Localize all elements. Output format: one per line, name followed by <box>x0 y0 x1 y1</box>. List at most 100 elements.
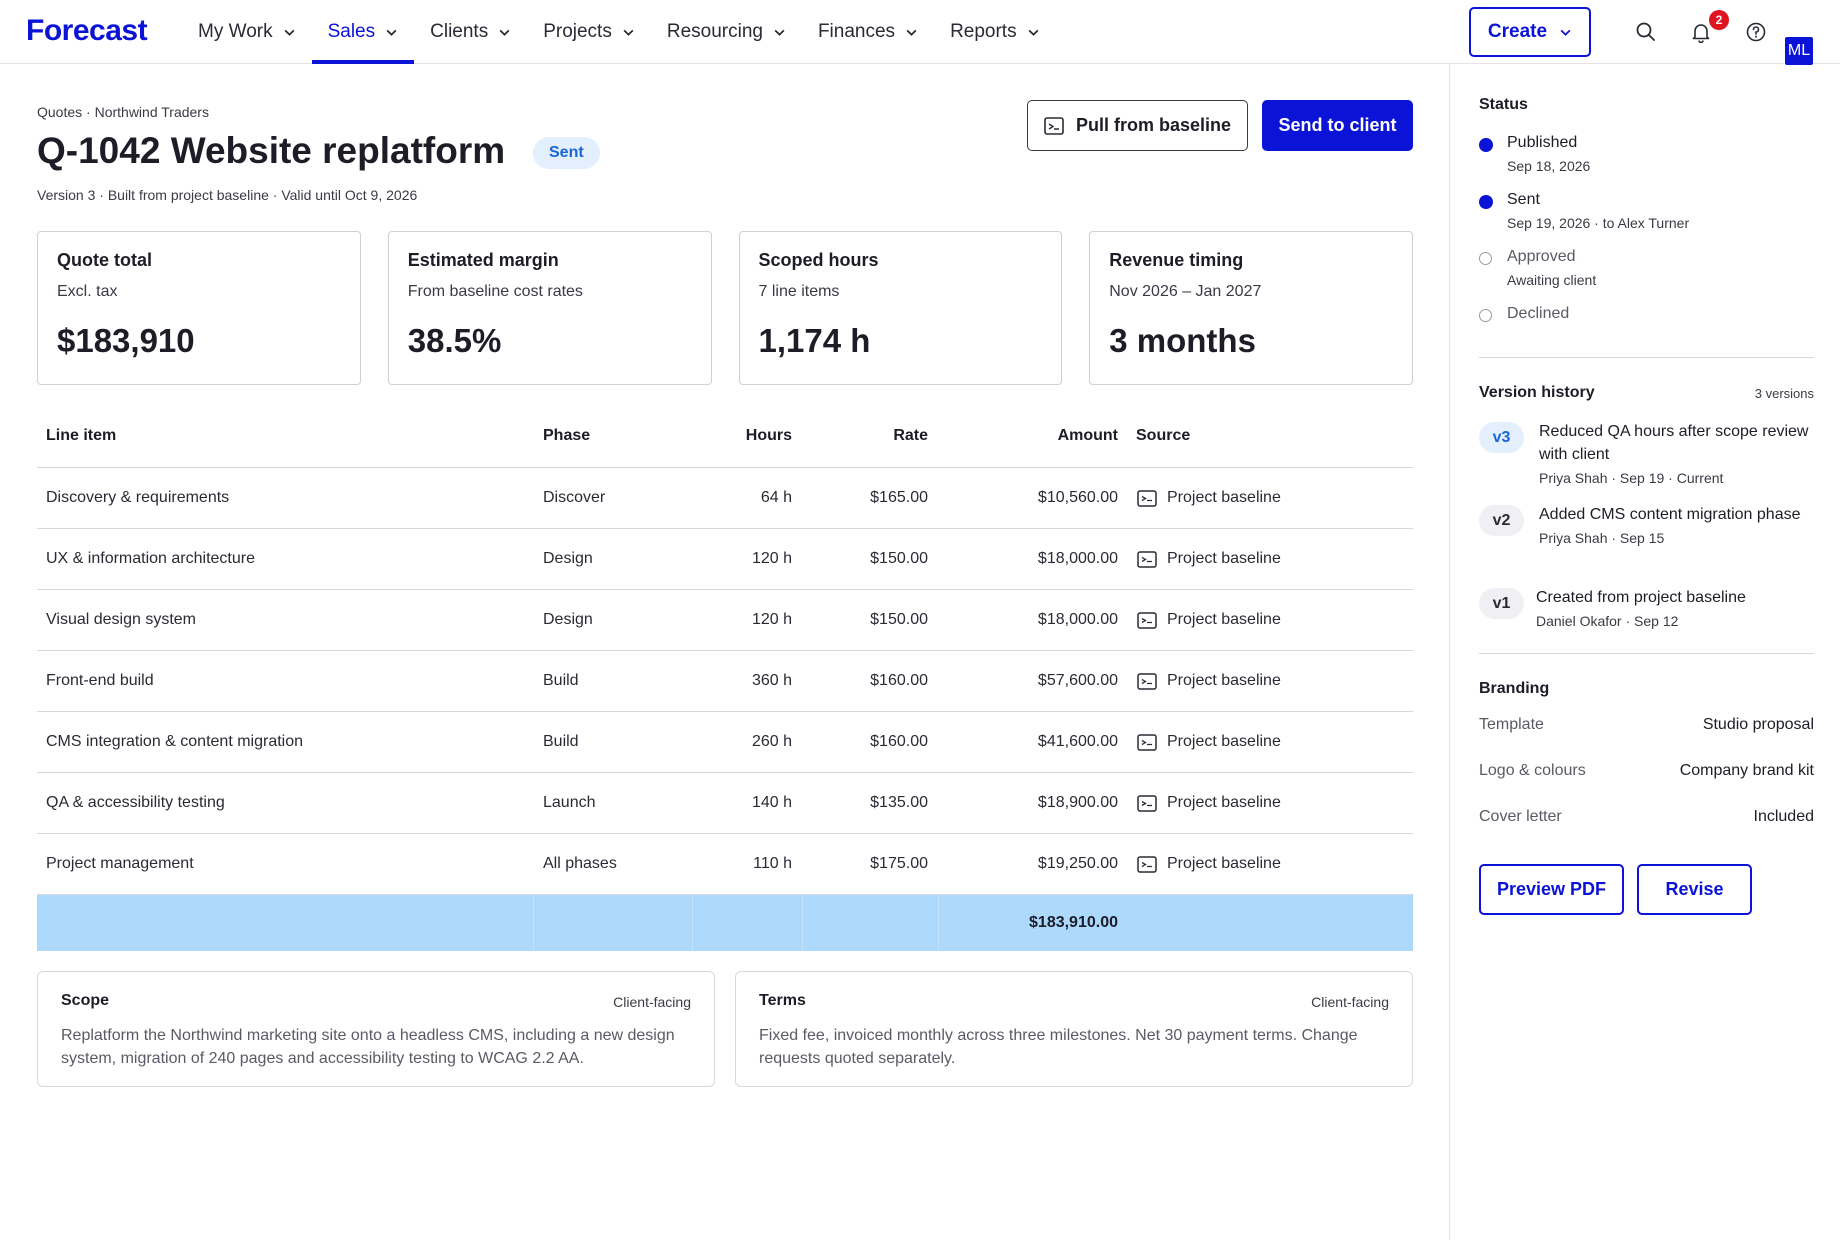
status-name: Approved <box>1507 248 1576 265</box>
nav-label: Projects <box>543 21 612 42</box>
chevron-down-icon <box>499 29 510 36</box>
col-amount[interactable]: Amount <box>1057 426 1118 444</box>
column-divider <box>802 895 803 951</box>
col-rate[interactable]: Rate <box>893 426 928 444</box>
cell-rate: $165.00 <box>870 489 928 506</box>
status-heading: Status <box>1479 96 1528 113</box>
col-line-item[interactable]: Line item <box>46 426 117 444</box>
user-avatar[interactable]: ML <box>1785 37 1813 65</box>
scope-card[interactable]: Scope Client-facing Replatform the North… <box>37 971 715 1087</box>
nav-label: Finances <box>817 21 896 42</box>
revise-button[interactable]: Revise <box>1637 864 1752 915</box>
cell-amount: $10,560.00 <box>1037 489 1118 506</box>
nav-reports[interactable]: Reports <box>934 0 1056 64</box>
create-button[interactable]: Create <box>1469 7 1591 57</box>
preview-pdf-button[interactable]: Preview PDF <box>1479 864 1624 915</box>
status-dot <box>1479 309 1492 322</box>
branding-key: Cover letter <box>1479 808 1562 825</box>
nav-finances[interactable]: Finances <box>802 0 934 64</box>
branding-logo-colours[interactable]: Logo & colours Company brand kit <box>1479 762 1814 780</box>
baseline-icon <box>1137 550 1157 568</box>
notifications-button[interactable] <box>1687 18 1715 46</box>
baseline-icon <box>1137 733 1157 751</box>
top-navigation-bar: Forecast My Work Sales Clients Projects … <box>0 0 1840 65</box>
table-header: Line item Phase Hours Rate Amount Source <box>37 404 1413 468</box>
table-row[interactable]: QA & accessibility testing Launch 140 h $13… <box>37 773 1413 834</box>
breadcrumb[interactable]: Quotes · Northwind Traders <box>37 104 209 120</box>
kpi-scoped-hours: Scoped hours 7 line items 1,174 h <box>738 231 1063 385</box>
branding-key: Template <box>1479 716 1544 733</box>
cell-amount: $19,250.00 <box>1037 855 1118 872</box>
kpi-cards: Quote total Excl. tax $183,910 Estimated… <box>37 231 1413 385</box>
col-phase[interactable]: Phase <box>543 426 591 444</box>
cell-phase: Build <box>543 672 579 689</box>
column-divider <box>692 895 693 951</box>
kpi-label: Scoped hours <box>758 250 879 270</box>
cell-rate: $150.00 <box>870 611 928 628</box>
chevron-down-icon <box>774 29 785 36</box>
chevron-down-icon <box>906 29 917 36</box>
table-row[interactable]: Visual design system Design 120 h $150.00 $1… <box>37 590 1413 651</box>
version-tag: v3 <box>1479 422 1524 453</box>
col-hours[interactable]: Hours <box>745 426 792 444</box>
cell-phase: Build <box>543 733 579 750</box>
nav-projects[interactable]: Projects <box>527 0 651 64</box>
version-description: Added CMS content migration phase <box>1539 506 1801 523</box>
version-meta: Daniel Okafor · Sep 12 <box>1536 613 1679 629</box>
cell-phase: Discover <box>543 489 606 506</box>
cell-rate: $160.00 <box>870 672 928 689</box>
version-history-heading: Version history <box>1479 384 1595 401</box>
help-button[interactable] <box>1742 18 1770 46</box>
nav-clients[interactable]: Clients <box>414 0 527 64</box>
table-row[interactable]: Front-end build Build 360 h $160.00 $57,600.… <box>37 651 1413 712</box>
terms-card[interactable]: Terms Client-facing Fixed fee, invoiced … <box>735 971 1413 1087</box>
create-label: Create <box>1487 21 1548 42</box>
cell-source[interactable]: Project baseline <box>1137 468 1281 528</box>
chevron-down-icon <box>1560 29 1571 36</box>
forecast-logo[interactable]: Forecast <box>26 14 148 47</box>
cell-line-item: UX & information architecture <box>46 550 255 567</box>
card-tag: Client-facing <box>613 994 691 1010</box>
branding-template[interactable]: Template Studio proposal <box>1479 716 1814 734</box>
table-row[interactable]: Project management All phases 110 h $175.00… <box>37 834 1413 895</box>
nav-label: Clients <box>430 21 489 42</box>
status-declined: Declined <box>1479 305 1814 323</box>
cell-source[interactable]: Project baseline <box>1137 712 1281 772</box>
bell-icon <box>1692 24 1710 43</box>
cell-source[interactable]: Project baseline <box>1137 651 1281 711</box>
table-row[interactable]: CMS integration & content migration Build… <box>37 712 1413 773</box>
nav-label: Reports <box>950 21 1017 42</box>
cell-phase: Launch <box>543 794 596 811</box>
branding-heading: Branding <box>1479 680 1550 697</box>
divider <box>1479 653 1814 654</box>
cell-source[interactable]: Project baseline <box>1137 529 1281 589</box>
status-meta: Sep 18, 2026 <box>1507 158 1591 174</box>
send-to-client-button[interactable]: Send to client <box>1262 100 1413 151</box>
cell-amount: $18,000.00 <box>1037 611 1118 628</box>
col-source[interactable]: Source <box>1136 426 1191 444</box>
cell-amount: $57,600.00 <box>1037 672 1118 689</box>
pull-from-baseline-button[interactable]: Pull from baseline <box>1027 100 1248 151</box>
table-row[interactable]: Discovery & requirements Discover 64 h $165… <box>37 468 1413 529</box>
search-button[interactable] <box>1632 18 1660 46</box>
cell-source[interactable]: Project baseline <box>1137 834 1281 894</box>
table-row[interactable]: UX & information architecture Design 120 h… <box>37 529 1413 590</box>
kpi-value: 1,174 h <box>758 322 871 359</box>
nav-my-work[interactable]: My Work <box>182 0 312 64</box>
version-description: Reduced QA hours after scope review with… <box>1539 423 1809 463</box>
nav-sales[interactable]: Sales <box>311 0 415 64</box>
table-total-row: $183,910.00 <box>37 895 1413 951</box>
cell-source[interactable]: Project baseline <box>1137 590 1281 650</box>
nav-resourcing[interactable]: Resourcing <box>651 0 802 64</box>
cell-hours: 110 h <box>753 855 792 872</box>
status-published: Published Sep 18, 2026 <box>1479 134 1814 174</box>
baseline-icon <box>1044 116 1064 135</box>
line-items-table: Line item Phase Hours Rate Amount Source… <box>37 404 1413 951</box>
branding-cover-letter[interactable]: Cover letter Included <box>1479 808 1814 826</box>
chevron-down-icon <box>1028 29 1039 36</box>
nav-label: My Work <box>198 21 273 42</box>
baseline-icon <box>1137 672 1157 690</box>
cell-source[interactable]: Project baseline <box>1137 773 1281 833</box>
nav-label: Resourcing <box>666 21 763 42</box>
column-divider <box>533 895 534 951</box>
